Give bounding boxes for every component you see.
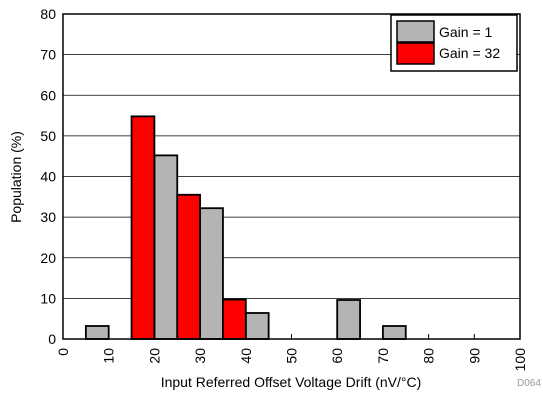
histogram-bar-series-1 (381, 325, 407, 340)
x-tick-label: 40 (238, 348, 254, 364)
y-tick-label: 50 (40, 128, 56, 144)
x-axis-title: Input Referred Offset Voltage Drift (nV/… (161, 374, 422, 390)
x-tick-label: 50 (284, 348, 300, 364)
axes (62, 13, 521, 340)
histogram-bar-series-1 (84, 325, 110, 340)
tick-labels: 0 10 20 30 40 50 60 70 80 0 10 20 30 40 50 60 70 80 90 100 (40, 6, 528, 371)
histogram-bar-series-1 (153, 154, 179, 340)
y-tick-label: 60 (40, 87, 56, 103)
x-tick-label: 30 (192, 348, 208, 364)
legend-label-gain-1: Gain = 1 (439, 24, 493, 40)
x-tick-label: 100 (512, 348, 528, 372)
y-tick-label: 10 (40, 290, 56, 306)
legend-swatch-gain-1 (396, 20, 435, 43)
legend: Gain = 1 Gain = 32 (390, 14, 518, 72)
x-tick-label: 20 (146, 348, 162, 364)
figure-id: D064 (517, 378, 541, 389)
histogram-bar-series-1 (336, 299, 361, 340)
x-tick-label: 70 (375, 348, 391, 364)
y-axis-title: Population (%) (8, 131, 24, 223)
y-tick-label: 0 (48, 331, 56, 347)
x-tick-label: 0 (55, 348, 71, 356)
y-tick-label: 20 (40, 250, 56, 266)
x-tick-label: 90 (466, 348, 482, 364)
y-tick-label: 30 (40, 209, 56, 225)
x-tick-label: 80 (421, 348, 437, 364)
y-tick-label: 40 (40, 169, 56, 185)
histogram-bar-series-1 (244, 312, 270, 340)
histogram-bar-series-2 (130, 115, 156, 340)
histogram-bar-series-1 (199, 207, 224, 340)
y-tick-label: 70 (40, 47, 56, 63)
x-tick-label: 60 (329, 348, 345, 364)
histogram-bar-series-2 (176, 193, 202, 340)
bars (84, 115, 407, 340)
legend-swatch-gain-32 (396, 42, 435, 65)
legend-label-gain-32: Gain = 32 (439, 45, 500, 61)
histogram-bar-series-2 (222, 298, 247, 340)
x-tick-label: 10 (101, 348, 117, 364)
y-tick-label: 80 (40, 6, 56, 22)
